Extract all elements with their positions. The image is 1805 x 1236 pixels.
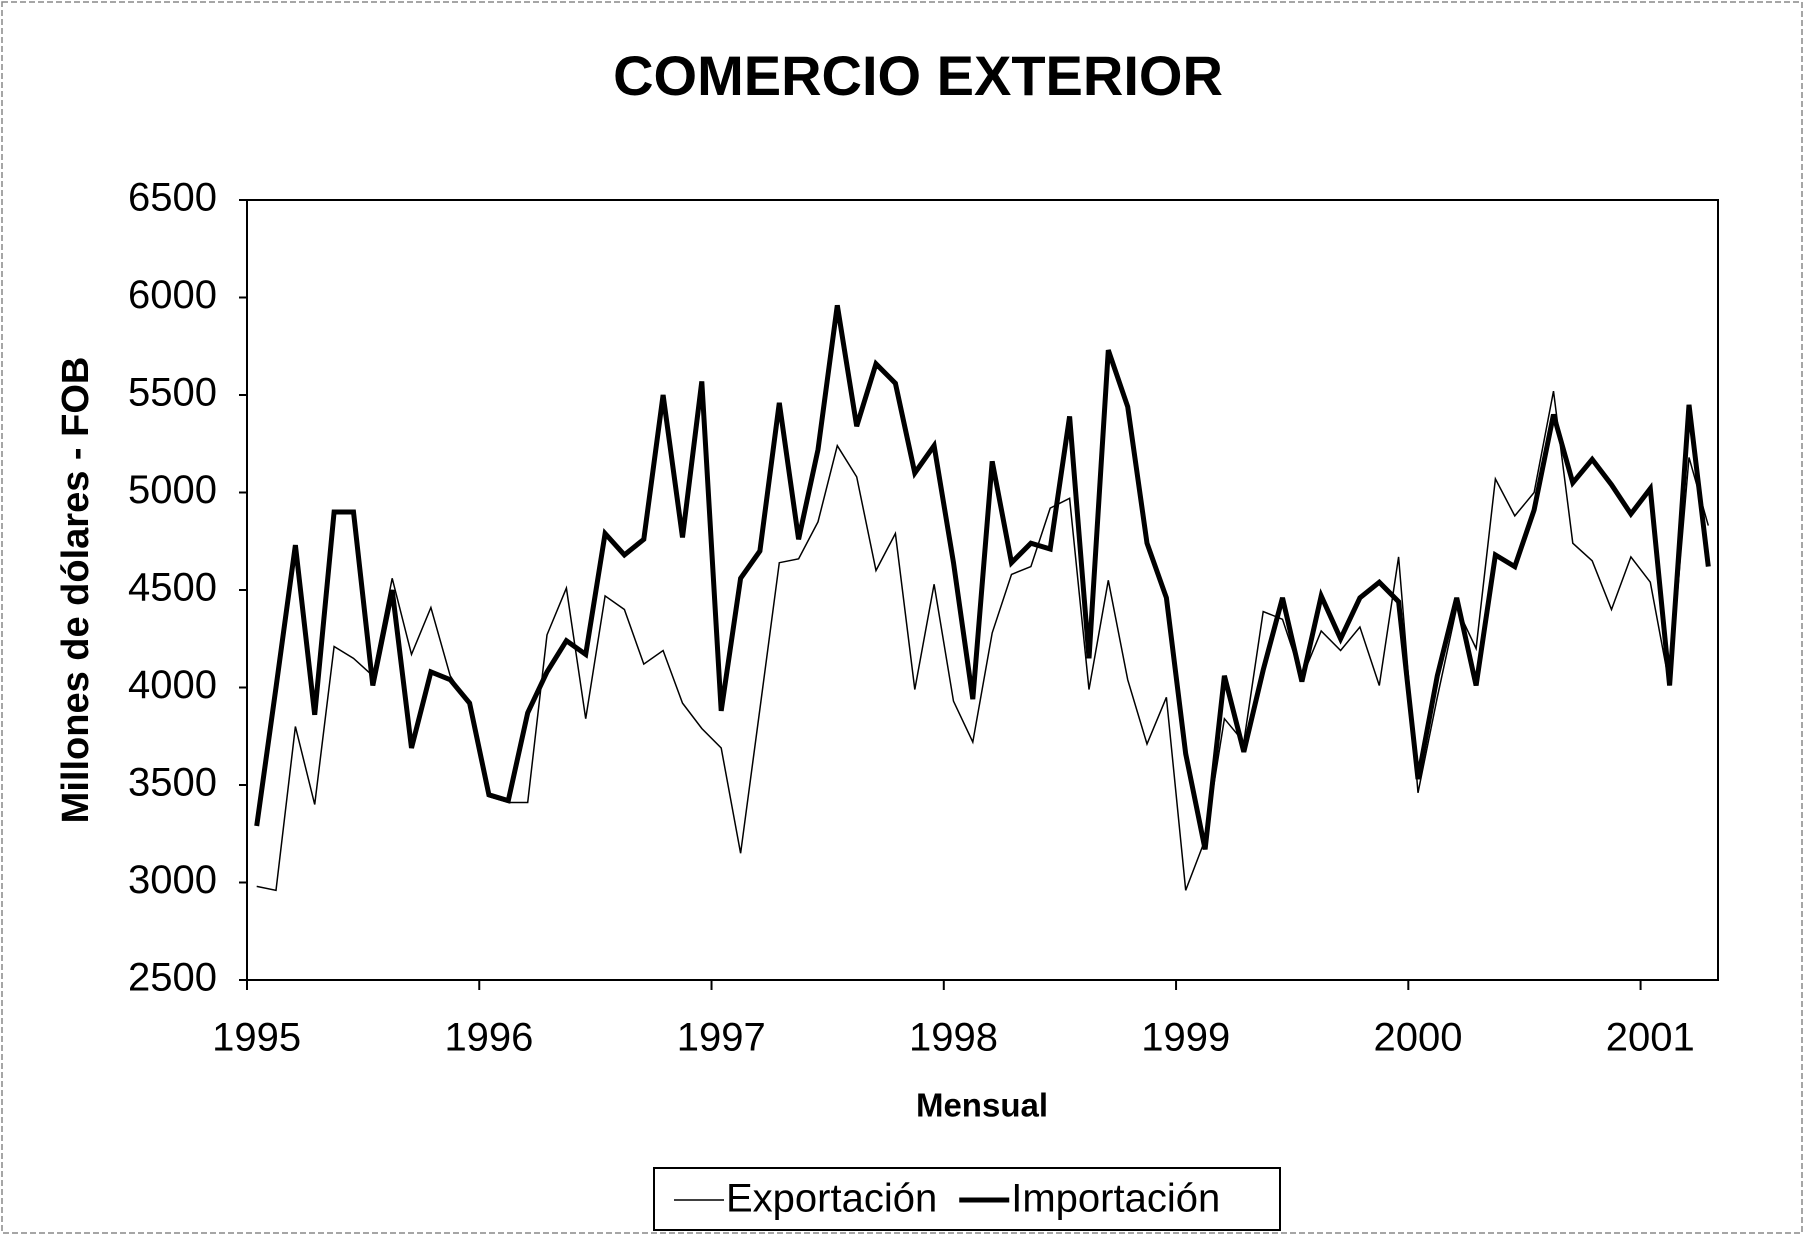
x-tick-label: 2001 (1606, 1016, 1695, 1060)
y-tick-label: 5500 (128, 371, 217, 415)
y-tick-label: 4000 (128, 663, 217, 707)
y-tick-label: 6500 (128, 176, 217, 220)
y-tick-label: 5000 (128, 468, 217, 512)
y-axis-title: Millones de dólares - FOB (55, 357, 97, 824)
y-tick-label: 6000 (128, 273, 217, 317)
y-tick-label: 4500 (128, 566, 217, 610)
legend-label: Exportación (726, 1177, 937, 1221)
y-tick-label: 3500 (128, 761, 217, 805)
legend-label: Importación (1011, 1177, 1220, 1221)
y-tick-label: 3000 (128, 858, 217, 902)
x-tick-label: 1997 (677, 1016, 766, 1060)
x-axis-title: Mensual (916, 1087, 1048, 1124)
x-tick-label: 2000 (1374, 1016, 1463, 1060)
x-tick-label: 1998 (909, 1016, 998, 1060)
chart-title: COMERCIO EXTERIOR (613, 44, 1223, 107)
x-tick-label: 1996 (444, 1016, 533, 1060)
y-tick-label: 2500 (128, 956, 217, 1000)
series-line (254, 304, 1711, 850)
x-tick-label: 1995 (212, 1016, 301, 1060)
x-tick-label: 1999 (1141, 1016, 1230, 1060)
